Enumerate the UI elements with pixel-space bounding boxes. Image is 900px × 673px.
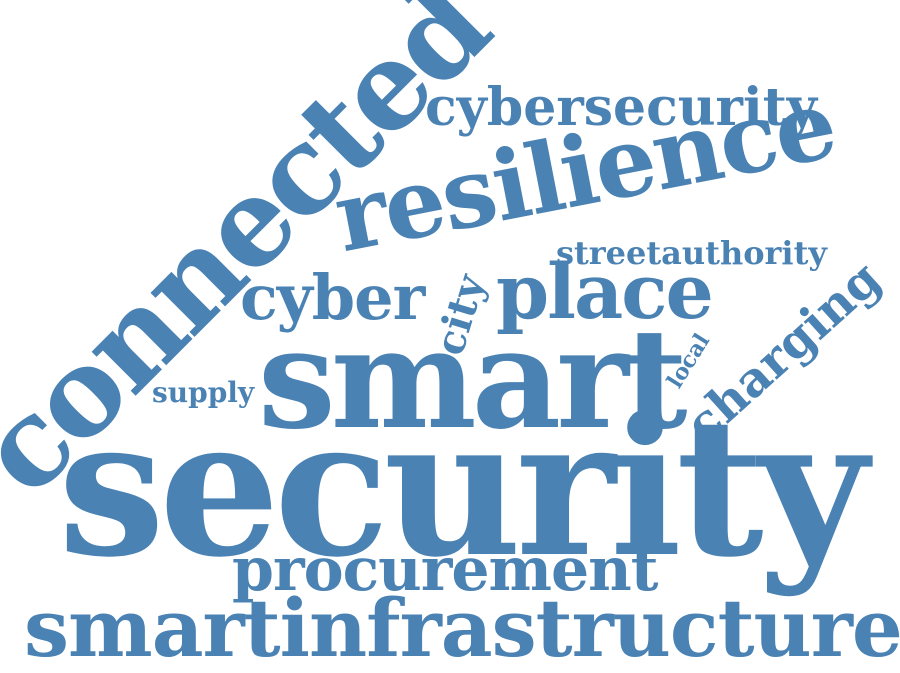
word-cyber: cyber <box>240 261 425 334</box>
word-supply: supply <box>152 376 255 409</box>
word-smart: smart <box>258 297 688 460</box>
word-streetauthority: streetauthority <box>556 234 827 272</box>
word-place: place <box>496 247 714 336</box>
word-cybersecurity: cybersecurity <box>425 77 817 138</box>
word-smartinfrastructure: smartinfrastructure <box>24 581 900 673</box>
word-procurement: procurement <box>232 535 659 605</box>
word-security: security <box>58 376 868 599</box>
